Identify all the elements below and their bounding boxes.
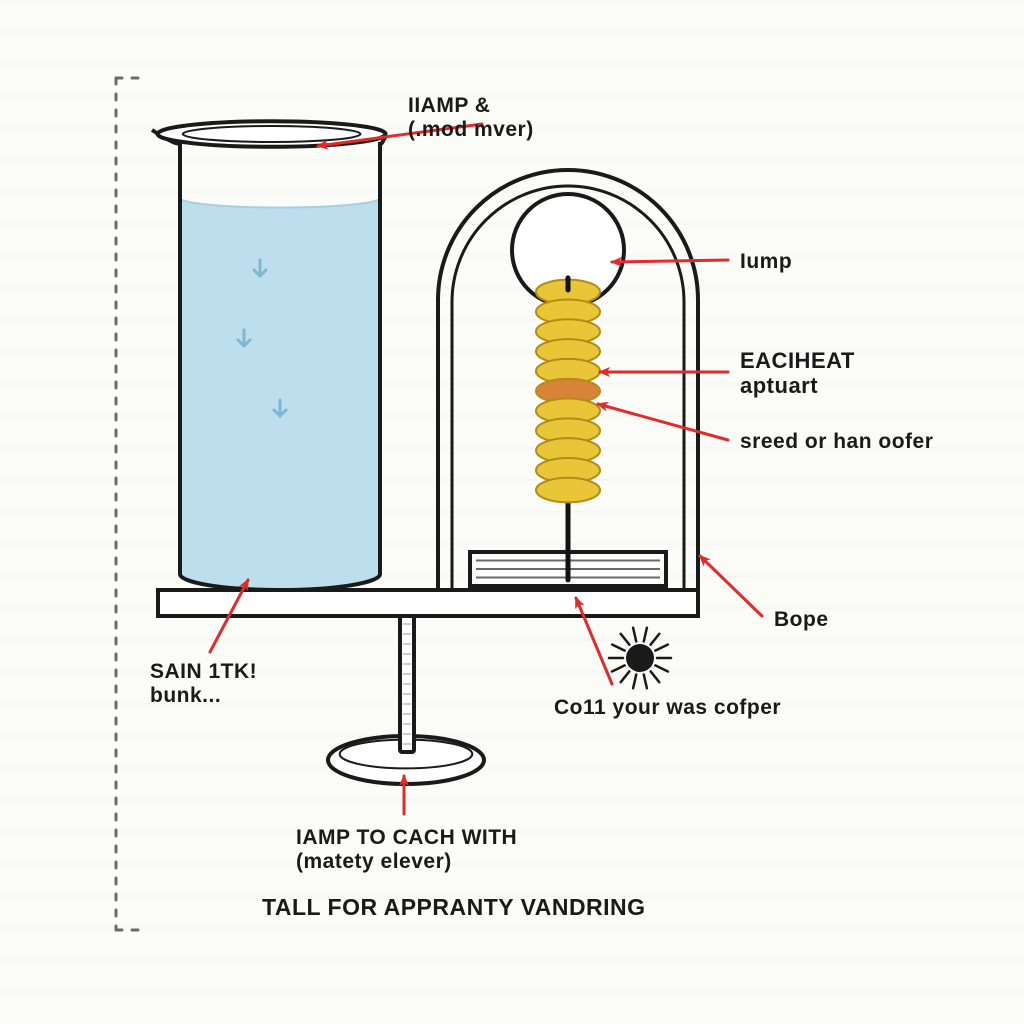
diagram-canvas: IIAMP & (.mod mver) Iump EACIHEAT aptuar… [0,0,1024,1024]
label-iamp: IAMP TO CACH WITH (matety elever) [296,826,517,874]
label-sain: SAIN 1TK! bunk... [150,660,257,708]
label-sreed: sreed or han oofer [740,430,933,454]
label-top: IIAMP & (.mod mver) [408,94,534,142]
label-iump: Iump [740,250,792,274]
label-bope: Bope [774,608,829,632]
label-eaciheat: EACIHEAT aptuart [740,348,855,399]
caption: TALL FOR APPRANTY VANDRING [262,894,646,920]
label-coll: Co11 your was cofper [554,696,781,720]
